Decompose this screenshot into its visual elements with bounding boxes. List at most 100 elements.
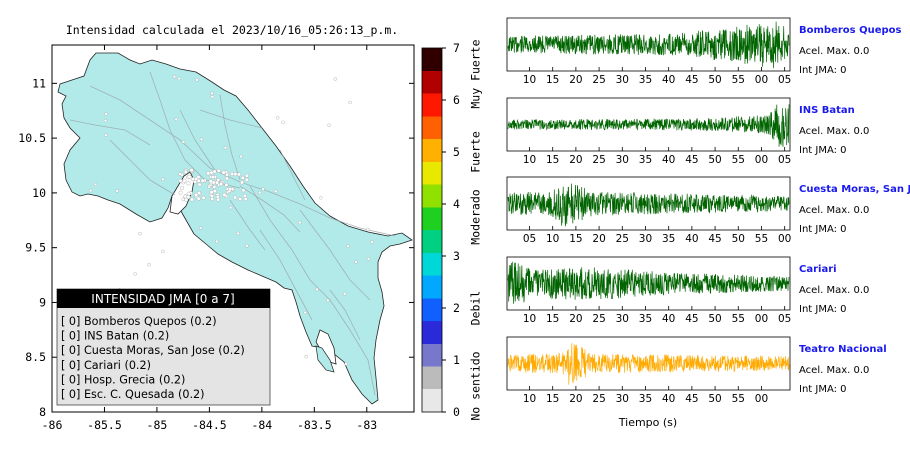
- station-dot: [178, 178, 183, 183]
- station-dot: [225, 176, 229, 181]
- map-frame: [51, 44, 415, 413]
- station-dot: [212, 169, 217, 174]
- station-dot: [298, 220, 302, 225]
- station-dot: [189, 197, 194, 202]
- map-y-tick-label: 10.5: [18, 131, 46, 145]
- station-dot: [239, 154, 243, 159]
- station-dot: [222, 192, 227, 197]
- waveform-panel: 10 15 20 25 30 35 40 45 50 55 00 05 Bomberos Quepos A…: [506, 17, 902, 86]
- time-tick-label: 15: [546, 74, 559, 86]
- station-dot: [133, 272, 137, 276]
- peak-acceleration: Acel. Max. 0.0: [799, 365, 869, 376]
- time-tick-label: 40: [662, 154, 675, 166]
- time-tick-label: 45: [685, 393, 698, 405]
- station-name: INS Batan: [799, 105, 855, 116]
- station-dot: [210, 175, 215, 180]
- time-tick-label: 50: [708, 74, 721, 86]
- colorbar-level-label: Muy Fuerte: [469, 39, 483, 108]
- legend-item: [ 0] Bomberos Quepos (0.2): [61, 315, 217, 328]
- station-dot: [223, 146, 228, 150]
- station-dot: [88, 188, 93, 193]
- time-tick-label: 10: [523, 393, 536, 405]
- time-tick-label: 00: [755, 154, 768, 166]
- colorbar-tick-label: 4: [453, 197, 460, 211]
- station-dot: [221, 170, 226, 175]
- waveform-trace: [507, 183, 790, 227]
- station-dot: [344, 362, 348, 366]
- map-y-tick-label: 9.5: [25, 241, 46, 255]
- station-dot: [333, 77, 337, 81]
- time-tick-label: 35: [662, 233, 675, 245]
- time-tick-label: 10: [523, 313, 536, 325]
- station-dot: [241, 188, 246, 193]
- time-tick-label: 35: [639, 393, 652, 405]
- time-tick-label: 10: [523, 74, 536, 86]
- station-name: Cariari: [799, 264, 837, 275]
- legend-item: [ 0] INS Batan (0.2): [61, 330, 169, 343]
- time-tick-label: 30: [616, 393, 629, 405]
- station-dot: [303, 310, 307, 315]
- station-dot: [229, 205, 233, 210]
- time-tick-label: 05: [523, 233, 536, 245]
- station-dot: [243, 197, 248, 202]
- legend-header: [57, 289, 270, 308]
- waveform-trace: [507, 261, 790, 304]
- station-dot: [161, 249, 165, 254]
- station-dot: [208, 179, 213, 184]
- station-dot: [206, 171, 211, 176]
- jma-intensity: Int JMA: 0: [799, 224, 847, 235]
- time-tick-label: 20: [569, 74, 582, 86]
- time-tick-label: 30: [616, 154, 629, 166]
- time-tick-label: 40: [685, 233, 698, 245]
- station-dot: [245, 244, 249, 248]
- time-tick-label: 25: [592, 313, 605, 325]
- jma-intensity: Int JMA: 0: [799, 145, 847, 156]
- station-dot: [354, 260, 358, 264]
- intensity-colorbar: 0 1 2 3 4 5 6 7 No sentido Debil Moderado Fuerte Mu…: [421, 39, 483, 421]
- station-dot: [198, 226, 203, 230]
- time-tick-label: 20: [569, 313, 582, 325]
- station-dot: [327, 123, 331, 127]
- station-dot: [348, 100, 352, 105]
- legend-item: [ 0] Esc. C. Quesada (0.2): [61, 388, 205, 401]
- waveform-panel: 10 15 20 25 30 35 40 45 50 55 00 05 INS Batan Acel. M…: [506, 97, 869, 166]
- legend-item: [ 0] Hosp. Grecia (0.2): [61, 373, 185, 386]
- time-tick-label: 55: [732, 154, 745, 166]
- time-tick-label: 55: [732, 313, 745, 325]
- station-dot: [181, 140, 186, 144]
- time-tick-label: 15: [569, 233, 582, 245]
- station-dot: [244, 177, 249, 182]
- time-tick-label: 25: [592, 393, 605, 405]
- time-tick-label: 25: [616, 233, 629, 245]
- station-dot: [224, 183, 229, 187]
- station-name: Teatro Nacional: [799, 344, 887, 355]
- station-dot: [228, 187, 233, 192]
- station-dot: [281, 120, 285, 124]
- map-y-tick-label: 11: [32, 76, 46, 90]
- station-dot: [237, 172, 241, 177]
- waveform-trace: [507, 104, 790, 147]
- station-dot: [196, 196, 201, 201]
- time-tick-label: 45: [685, 313, 698, 325]
- colorbar-tick-label: 5: [453, 145, 460, 159]
- station-dot: [174, 117, 178, 122]
- station-dot: [240, 180, 244, 185]
- waveform-panel: 05 10 15 20 25 30 35 40 45 50 55 00 Cuesta Moras, Sa…: [506, 176, 910, 245]
- station-dot: [319, 196, 323, 200]
- colorbar-level-label: Moderado: [469, 189, 483, 244]
- station-dot: [200, 178, 205, 183]
- station-dot: [103, 118, 108, 123]
- peak-acceleration: Acel. Max. 0.0: [799, 285, 869, 296]
- map-x-tick-label: -86: [42, 418, 63, 432]
- station-name: Bomberos Quepos: [799, 25, 902, 36]
- time-tick-label: 15: [546, 154, 559, 166]
- time-tick-label: 05: [778, 313, 791, 325]
- station-dot: [215, 180, 219, 185]
- legend-item: [ 0] Cuesta Moras, San Jose (0.2): [61, 344, 245, 357]
- jma-intensity: Int JMA: 0: [799, 304, 847, 315]
- station-dots: [88, 75, 374, 379]
- time-tick-label: 05: [778, 154, 791, 166]
- station-dot: [115, 189, 119, 193]
- waveform-panel: 10 15 20 25 30 35 40 45 50 55 00 05 Cariari Acel. Max…: [506, 256, 869, 325]
